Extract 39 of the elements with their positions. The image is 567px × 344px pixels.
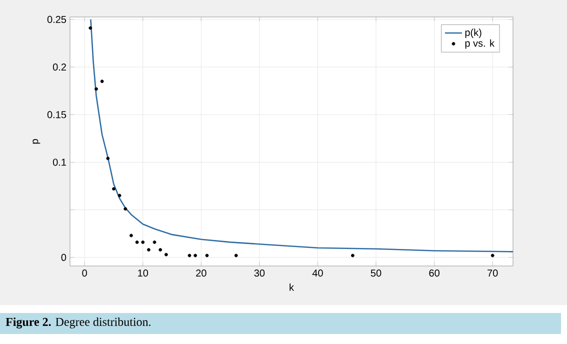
- y-tick-label: 0: [61, 254, 66, 261]
- legend-label: p(k): [465, 28, 482, 38]
- point: [152, 240, 156, 244]
- x-tick-label: 60: [429, 270, 440, 277]
- point: [106, 156, 110, 160]
- x-tick-label: 40: [312, 270, 323, 277]
- point: [234, 254, 238, 258]
- point: [135, 240, 139, 244]
- text: Figure 2. Degree distribution.: [6, 317, 151, 328]
- y-axis-title: p: [32, 139, 40, 144]
- point: [158, 248, 162, 252]
- point: [146, 248, 150, 252]
- point: [112, 187, 116, 191]
- point: [194, 254, 198, 258]
- point: [490, 254, 494, 258]
- line-series: [90, 18, 513, 252]
- point: [164, 252, 168, 256]
- point: [100, 80, 104, 84]
- y-tick-label: 0.15: [47, 111, 66, 118]
- x-tick-label: 30: [254, 270, 265, 277]
- point: [130, 234, 133, 238]
- y-tick-label: 0.2: [52, 64, 66, 71]
- point: [94, 87, 98, 91]
- x-tick-label: 70: [488, 270, 498, 277]
- point: [88, 26, 92, 30]
- x-axis-title: k: [290, 283, 294, 291]
- point: [124, 207, 128, 211]
- point: [118, 194, 122, 198]
- point: [188, 254, 192, 258]
- point: [141, 240, 145, 244]
- point: [205, 254, 209, 258]
- x-tick-label: 50: [370, 270, 382, 277]
- x-tick-label: 20: [196, 270, 206, 277]
- legend-label: p vs. k: [465, 39, 495, 49]
- y-tick-label: 0.25: [47, 16, 66, 23]
- y-tick-label: 0.1: [52, 158, 66, 166]
- x-tick-label: 0: [82, 270, 87, 277]
- x-tick-label: 10: [138, 270, 148, 277]
- point: [351, 254, 354, 258]
